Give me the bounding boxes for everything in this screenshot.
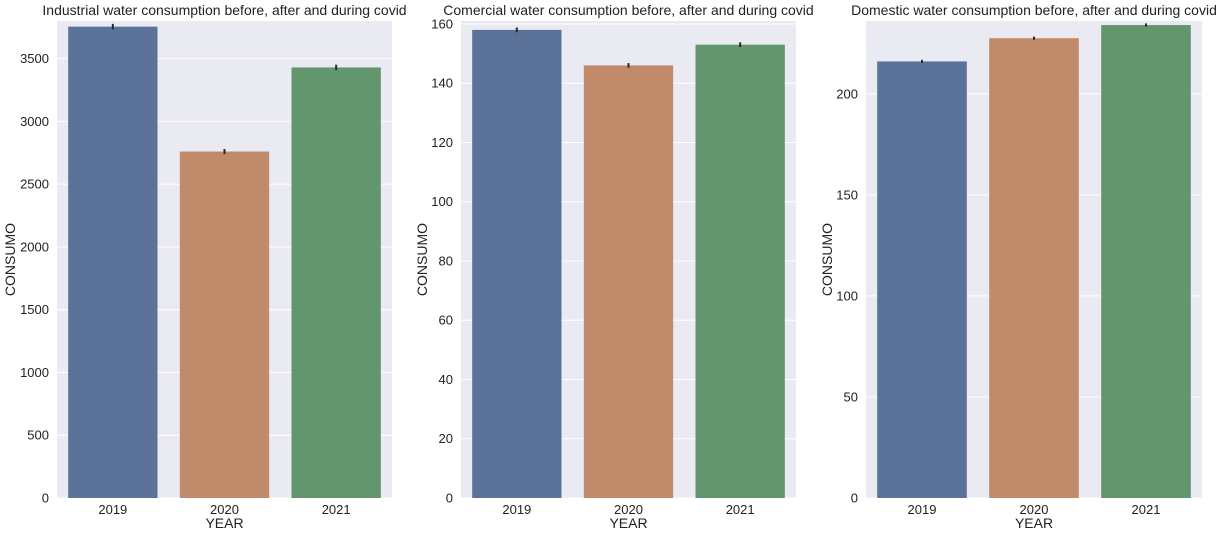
- x-tick-label: 2021: [322, 502, 351, 517]
- bar-2020[interactable]: [583, 65, 674, 499]
- x-tick-label: 2020: [614, 502, 643, 517]
- y-tick-label: 150: [836, 187, 858, 202]
- chart-panel-3: 0 50 100 150 200 2019 2020 2021 Domestic water c…: [819, 2, 1217, 531]
- y-tick-label: 120: [431, 135, 453, 150]
- bar-2021[interactable]: [291, 67, 381, 499]
- bar-2019[interactable]: [877, 61, 967, 498]
- chart-title: Domestic water consumption before, after…: [851, 2, 1217, 18]
- x-tick-label: 2021: [1132, 502, 1161, 517]
- bar-2020[interactable]: [179, 151, 270, 498]
- y-tick-label: 160: [431, 16, 453, 31]
- x-axis-label: YEAR: [205, 515, 243, 531]
- bar-2020[interactable]: [989, 38, 1079, 498]
- y-tick-label: 100: [836, 288, 858, 303]
- y-tick-label: 1500: [20, 302, 49, 317]
- y-tick-label: 2000: [20, 239, 49, 254]
- x-axis-label: YEAR: [1015, 515, 1053, 531]
- y-tick-label: 3000: [20, 114, 49, 129]
- bar-2019[interactable]: [472, 29, 562, 499]
- x-tick-label: 2020: [210, 502, 239, 517]
- y-tick-label: 40: [439, 372, 453, 387]
- y-tick-label: 0: [851, 491, 858, 506]
- chart-title: Comercial water consumption before, afte…: [443, 2, 813, 18]
- y-axis-label: CONSUMO: [2, 223, 18, 296]
- y-tick-label: 0: [446, 491, 453, 506]
- y-tick-label: 140: [431, 76, 453, 91]
- y-tick-label: 80: [439, 253, 453, 268]
- y-axis-label: CONSUMO: [414, 223, 430, 296]
- y-tick-label: 1000: [20, 365, 49, 380]
- chart-title: Industrial water consumption before, aft…: [42, 2, 406, 18]
- y-tick-label: 20: [439, 431, 453, 446]
- x-tick-label: 2021: [726, 502, 755, 517]
- chart-panel-1: 0 500 1000 1500 2000 2500 3000 3500 2019 2020 2021…: [2, 2, 407, 531]
- x-tick-label: 2019: [98, 502, 127, 517]
- y-tick-label: 50: [844, 389, 858, 404]
- y-tick-label: 60: [439, 313, 453, 328]
- y-tick-label: 0: [42, 491, 49, 506]
- x-tick-label: 2019: [908, 502, 937, 517]
- bar-2021[interactable]: [695, 44, 785, 498]
- y-tick-label: 2500: [20, 177, 49, 192]
- bar-2019[interactable]: [68, 26, 158, 499]
- y-tick-label: 500: [27, 428, 49, 443]
- bar-2021[interactable]: [1101, 25, 1191, 499]
- x-tick-label: 2020: [1020, 502, 1049, 517]
- y-axis-label: CONSUMO: [819, 223, 835, 296]
- x-axis-label: YEAR: [609, 515, 647, 531]
- y-tick-label: 3500: [20, 51, 49, 66]
- chart-panel-2: 0 20 40 60 80 100 120 140 160 2019 2020 2021 Comerci…: [414, 2, 814, 531]
- x-tick-label: 2019: [502, 502, 531, 517]
- y-tick-label: 100: [431, 194, 453, 209]
- y-tick-label: 200: [836, 86, 858, 101]
